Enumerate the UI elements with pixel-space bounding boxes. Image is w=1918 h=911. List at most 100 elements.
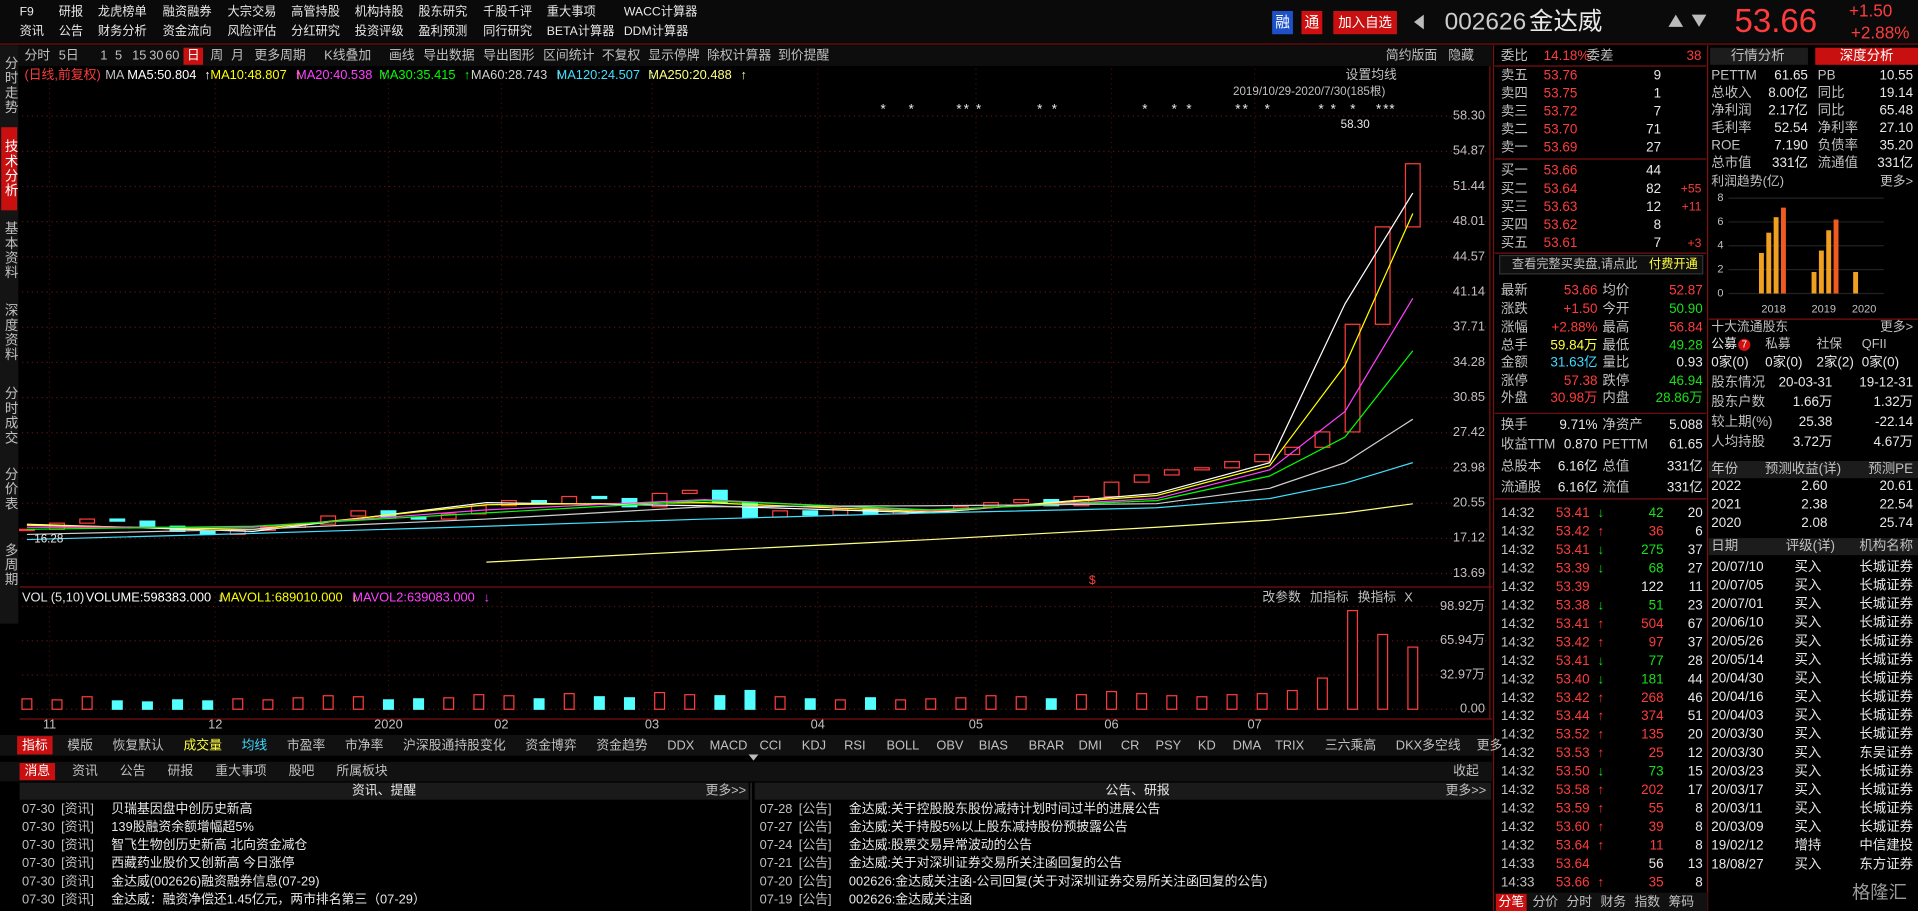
- depth-tab[interactable]: 行情分析: [1731, 48, 1785, 63]
- indicator-tab[interactable]: DKX多空线: [1396, 737, 1461, 752]
- indicator-tab[interactable]: 沪深股通持股变化: [403, 737, 506, 752]
- news-item[interactable]: 金达威：融资净偿还1.45亿元，两市排名第三（07-29）: [111, 891, 425, 906]
- bottom-tab[interactable]: 指数: [1634, 894, 1660, 909]
- menu-item[interactable]: 机构持股: [355, 3, 404, 18]
- indicator-tab[interactable]: 资金趋势: [596, 737, 647, 752]
- indicator-tab[interactable]: 指标: [22, 737, 48, 752]
- toolbar-button[interactable]: 到价提醒: [778, 48, 829, 63]
- news-item[interactable]: 贝瑞基因盘中创历史新高: [111, 801, 252, 816]
- news-tab[interactable]: 重大事项: [215, 763, 266, 778]
- toolbar-button[interactable]: 导出数据: [423, 48, 474, 63]
- holder-tab[interactable]: 社保: [1816, 336, 1842, 351]
- vol-button[interactable]: X: [1404, 589, 1413, 604]
- side-tab[interactable]: 基本资料: [3, 220, 19, 280]
- indicator-tab[interactable]: BRAR: [1029, 737, 1065, 752]
- indicator-tab[interactable]: DDX: [667, 737, 695, 752]
- news-item[interactable]: 金达威:股票交易异常波动的公告: [849, 837, 1032, 852]
- indicator-tab[interactable]: PSY: [1156, 737, 1182, 752]
- tag[interactable]: 融: [1275, 14, 1290, 31]
- news-item[interactable]: 金达威(002626)融资融券信息(07-29): [111, 873, 319, 888]
- news-item[interactable]: 金达威:关于对深圳证券交易所关注函回复的公告: [849, 855, 1122, 870]
- side-tab[interactable]: 深度资料: [3, 303, 19, 362]
- menu-item[interactable]: 资讯: [20, 24, 44, 38]
- menu-item[interactable]: 风险评估: [228, 23, 277, 38]
- prev-icon[interactable]: [1414, 14, 1424, 30]
- indicator-tab[interactable]: BOLL: [886, 737, 919, 752]
- menu-item[interactable]: F9: [20, 4, 34, 18]
- toolbar-button[interactable]: 月: [231, 48, 244, 63]
- news-tab[interactable]: 研报: [168, 763, 194, 778]
- indicator-tab[interactable]: 均线: [242, 737, 268, 752]
- collapse-button[interactable]: 收起: [1453, 763, 1479, 778]
- holder-tab[interactable]: QFII: [1862, 336, 1887, 351]
- menu-item[interactable]: 融资融券: [163, 3, 212, 18]
- toolbar-button[interactable]: 不复权: [602, 48, 641, 63]
- toolbar-button[interactable]: 周: [210, 48, 223, 63]
- holder-tab[interactable]: 私募: [1765, 336, 1791, 351]
- add-watchlist-button[interactable]: 加入自选: [1338, 15, 1392, 30]
- toolbar-button[interactable]: K线叠加: [324, 48, 371, 63]
- toolbar-button[interactable]: 1: [100, 48, 107, 63]
- set-ma-button[interactable]: 设置均线: [1346, 67, 1397, 82]
- news-item[interactable]: 金达威:关于持股5%以上股东减持股份预披露公告: [849, 819, 1128, 834]
- expand-icon[interactable]: [748, 754, 759, 761]
- toolbar-button[interactable]: 简约版面: [1386, 48, 1437, 63]
- news-item[interactable]: 002626:金达威关注函: [849, 891, 972, 906]
- news-item[interactable]: 002626:金达威关注函-公司回复(关于对深圳证券交易所关注函回复的公告): [849, 873, 1267, 888]
- toolbar-button[interactable]: 60: [165, 48, 179, 63]
- indicator-tab[interactable]: TRIX: [1275, 737, 1305, 752]
- more-link[interactable]: 更多>: [1880, 174, 1913, 189]
- indicator-tab[interactable]: 更多: [1477, 737, 1503, 752]
- side-tab[interactable]: 多周期: [3, 542, 19, 587]
- news-tab[interactable]: 消息: [24, 763, 50, 778]
- vol-button[interactable]: 改参数: [1262, 589, 1301, 604]
- scroll-icon[interactable]: [1691, 14, 1707, 27]
- indicator-tab[interactable]: 模版: [67, 737, 93, 752]
- indicator-tab[interactable]: KDJ: [802, 737, 826, 752]
- toolbar-button[interactable]: 日: [187, 48, 200, 63]
- news-tab[interactable]: 资讯: [72, 763, 98, 778]
- toolbar-button[interactable]: 区间统计: [543, 48, 594, 63]
- menu-item[interactable]: 大宗交易: [228, 3, 277, 18]
- toolbar-button[interactable]: 分时: [24, 48, 50, 63]
- menu-item[interactable]: 研报: [59, 3, 83, 18]
- menu-item[interactable]: BETA计算器: [547, 23, 615, 38]
- menu-item[interactable]: 高管持股: [291, 3, 340, 18]
- indicator-tab[interactable]: CCI: [759, 737, 781, 752]
- indicator-tab[interactable]: CR: [1121, 737, 1140, 752]
- indicator-tab[interactable]: 市盈率: [287, 737, 326, 752]
- news-tab[interactable]: 所属板块: [336, 763, 387, 778]
- news-item[interactable]: 智飞生物创历史新高 北向资金减仓: [111, 837, 307, 852]
- toolbar-button[interactable]: 15: [132, 48, 146, 63]
- menu-item[interactable]: 财务分析: [98, 23, 147, 38]
- news-item[interactable]: 西藏药业股价又创新高 今日涨停: [111, 855, 294, 870]
- toolbar-button[interactable]: 隐藏: [1448, 48, 1474, 63]
- scroll-icon[interactable]: [1668, 14, 1684, 27]
- menu-item[interactable]: DDM计算器: [624, 23, 688, 38]
- vol-button[interactable]: 换指标: [1358, 589, 1397, 604]
- menu-item[interactable]: 分红研究: [291, 23, 340, 38]
- menu-item[interactable]: 千股千评: [483, 4, 532, 18]
- side-tab[interactable]: 分时成交: [3, 386, 19, 445]
- bottom-tab[interactable]: 分笔: [1498, 894, 1524, 909]
- vol-button[interactable]: 加指标: [1310, 589, 1349, 604]
- indicator-tab[interactable]: KD: [1198, 737, 1216, 752]
- bottom-tab[interactable]: 分时: [1566, 894, 1592, 909]
- indicator-tab[interactable]: DMI: [1079, 737, 1103, 752]
- news-tab[interactable]: 公告: [120, 763, 146, 778]
- bottom-tab[interactable]: 筹码: [1668, 894, 1694, 909]
- holder-tab[interactable]: 公募: [1711, 336, 1737, 351]
- menu-item[interactable]: 资金流向: [163, 23, 212, 38]
- news-tab[interactable]: 股吧: [289, 763, 315, 778]
- bottom-tab[interactable]: 财务: [1600, 894, 1626, 909]
- side-tab[interactable]: 分时走势: [3, 56, 19, 115]
- menu-item[interactable]: 盈利预测: [418, 24, 467, 38]
- indicator-tab[interactable]: DMA: [1233, 737, 1262, 752]
- side-tab[interactable]: 技术分析: [3, 139, 19, 198]
- toolbar-button[interactable]: 5: [115, 48, 122, 63]
- toolbar-button[interactable]: 画线: [389, 48, 415, 63]
- indicator-tab[interactable]: 恢复默认: [113, 737, 164, 752]
- indicator-tab[interactable]: 市净率: [345, 737, 384, 752]
- indicator-tab[interactable]: BIAS: [979, 737, 1008, 752]
- indicator-tab[interactable]: OBV: [936, 737, 964, 752]
